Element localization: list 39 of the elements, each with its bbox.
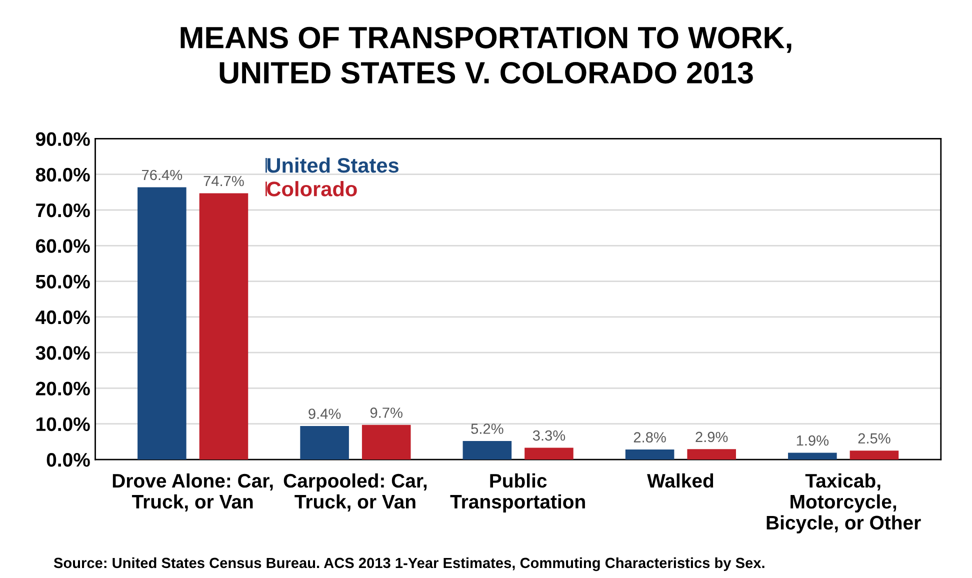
y-tick-label: 10.0% bbox=[36, 417, 90, 432]
data-label: 9.4% bbox=[308, 408, 341, 419]
data-label: 2.8% bbox=[634, 432, 666, 442]
legend-label: United States bbox=[267, 157, 398, 173]
bar bbox=[850, 450, 899, 460]
bar bbox=[462, 440, 512, 460]
bar bbox=[524, 448, 574, 460]
bar bbox=[199, 193, 248, 460]
bar bbox=[362, 424, 411, 460]
y-tick-label: 0.0% bbox=[46, 452, 90, 467]
data-label: 1.9% bbox=[796, 435, 829, 446]
data-label: 2.9% bbox=[696, 432, 728, 442]
y-tick-label: 90.0% bbox=[36, 132, 90, 146]
y-tick-label: 20.0% bbox=[36, 382, 90, 396]
bar bbox=[300, 426, 349, 460]
data-label: 2.5% bbox=[858, 433, 890, 444]
data-label: 9.7% bbox=[370, 408, 402, 418]
y-tick-label: 50.0% bbox=[36, 274, 90, 289]
y-tick-label: 60.0% bbox=[36, 239, 90, 253]
data-label: 76.4% bbox=[142, 170, 182, 180]
chart-title: MEANS OF TRANSPORTATION TO WORK, UNITED STATES V. COLORADO 2013 bbox=[180, 26, 792, 84]
bar bbox=[138, 187, 186, 460]
y-tick-label: 40.0% bbox=[36, 310, 90, 324]
bar bbox=[687, 449, 736, 460]
legend-label: Colorado bbox=[267, 181, 357, 196]
data-label: 3.3% bbox=[532, 430, 566, 441]
x-tick-label: Taxicab, Motorcycle, Bicycle, or Other bbox=[766, 473, 921, 534]
x-tick-label: Public Transportation bbox=[450, 473, 585, 512]
y-tick-label: 30.0% bbox=[36, 346, 90, 360]
bar bbox=[625, 450, 674, 460]
x-tick-label: Walked bbox=[647, 473, 714, 488]
x-tick-label: Drove Alone: Car, Truck, or Van bbox=[112, 473, 273, 512]
x-tick-label: Carpooled: Car, Truck, or Van bbox=[284, 473, 427, 512]
bar bbox=[788, 452, 837, 460]
source-note: Source: United States Census Bureau. ACS 2013 1-Year Estimates, Commuting Characteristics by Sex. bbox=[54, 557, 764, 572]
data-label: 5.2% bbox=[471, 424, 504, 434]
y-tick-label: 70.0% bbox=[36, 203, 90, 218]
data-label: 74.7% bbox=[204, 176, 244, 186]
y-tick-label: 80.0% bbox=[36, 168, 90, 182]
